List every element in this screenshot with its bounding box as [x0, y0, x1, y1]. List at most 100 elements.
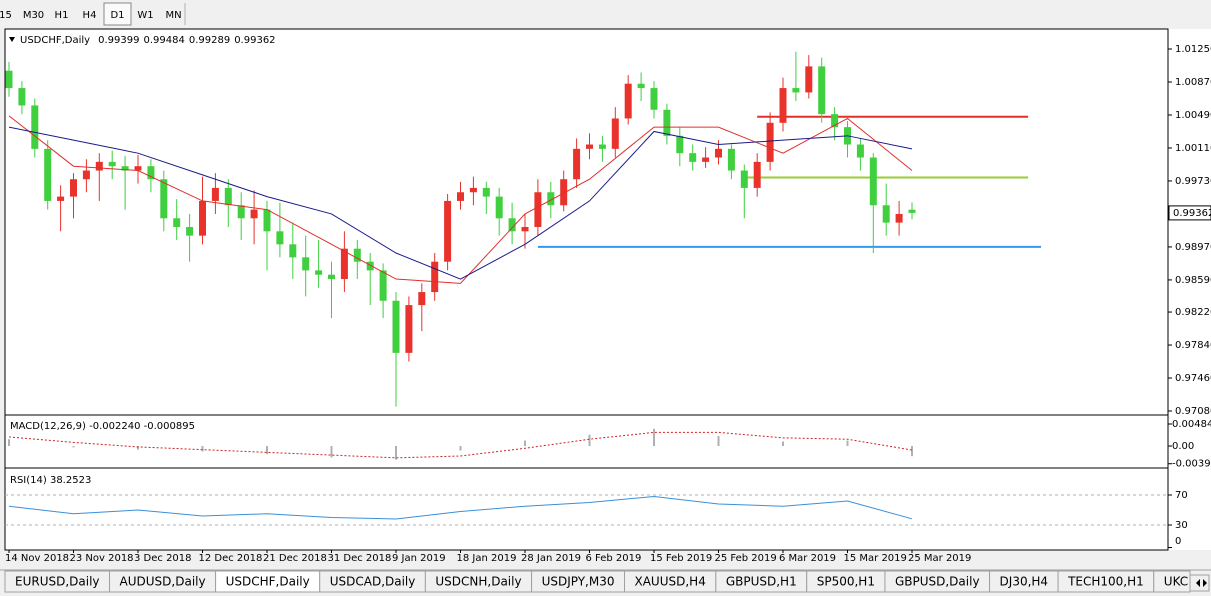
candle-body	[586, 144, 593, 149]
tab[interactable]: EURUSD,Daily	[4, 570, 111, 593]
candle-body	[315, 270, 323, 275]
tab-bg	[48, 3, 75, 25]
timeframe-tab[interactable]: D1	[103, 2, 132, 26]
dropdown-icon[interactable]	[9, 37, 15, 42]
candle-body	[18, 88, 26, 106]
candle-body	[547, 192, 555, 206]
candle-body	[276, 231, 284, 245]
tab-label[interactable]: XAUUSD,H4	[635, 575, 706, 589]
tab[interactable]: GBPUSD,Daily	[884, 570, 991, 593]
timeframe-label[interactable]: D1	[110, 10, 124, 21]
candle-body	[469, 187, 477, 193]
timeframe-tab[interactable]: M30	[20, 3, 47, 25]
ohlc-value: 0.99399	[98, 35, 139, 46]
tab-label[interactable]: SP500,H1	[817, 575, 875, 589]
candle-body	[831, 114, 839, 128]
tab-label[interactable]: GBPUSD,Daily	[895, 575, 980, 589]
candle-body	[186, 226, 194, 236]
timeframe-label[interactable]: W1	[137, 10, 153, 21]
tab[interactable]: USDCHF,Daily	[215, 570, 321, 593]
tab-bg	[103, 2, 132, 26]
candle-body	[676, 135, 684, 154]
candle-body	[44, 148, 52, 201]
tab-label[interactable]: USDCNH,Daily	[435, 575, 521, 589]
timeframe-tab[interactable]: MN	[160, 3, 187, 25]
tab-label[interactable]: DJ30,H4	[1000, 575, 1049, 589]
rsi-line	[8, 495, 913, 520]
timeframe-tab[interactable]: H1	[48, 3, 75, 25]
candle-body	[263, 209, 271, 232]
candle-body	[495, 196, 503, 219]
timeframe-label[interactable]: MN	[165, 10, 181, 21]
moving-average	[8, 126, 913, 280]
tab-label[interactable]: USDJPY,M30	[542, 575, 615, 589]
x-tick-label: 6 Mar 2019	[779, 553, 836, 564]
candle-body	[70, 179, 77, 197]
candle-body	[5, 70, 13, 89]
candle-body	[353, 248, 361, 262]
scroll-arrows[interactable]	[1196, 579, 1207, 587]
current-price: 0.99362	[1173, 208, 1211, 219]
candle-body	[663, 109, 671, 136]
timeframe-label[interactable]: M30	[23, 10, 44, 21]
tab-bg	[132, 3, 159, 25]
timeframe-label[interactable]: H4	[83, 10, 97, 21]
candle-body	[379, 270, 387, 301]
timeframe-label[interactable]: H1	[55, 10, 69, 21]
ohlc-value: 0.99484	[143, 35, 184, 46]
moving-average	[8, 115, 913, 284]
timeframe-tab[interactable]: H4	[76, 3, 103, 25]
tab[interactable]: TECH100,H1	[1057, 570, 1155, 593]
tab[interactable]: USDCNH,Daily	[424, 570, 533, 593]
x-tick-label: 21 Dec 2018	[263, 553, 327, 564]
candle-body	[289, 244, 297, 258]
candle-body	[224, 187, 232, 206]
tab-label[interactable]: USDCHF,Daily	[226, 575, 310, 589]
candle-body	[611, 118, 619, 149]
tab-label[interactable]: USDCAD,Daily	[330, 575, 416, 589]
candle-body	[366, 261, 374, 271]
timeframe-label[interactable]: 15	[0, 10, 12, 21]
tab-label[interactable]: GBPUSD,H1	[726, 575, 797, 589]
tab[interactable]: UKC	[1153, 570, 1191, 593]
timeframe-tab[interactable]: W1	[132, 3, 159, 25]
candle-body	[856, 144, 864, 158]
candle-body	[160, 179, 168, 219]
tab[interactable]: GBPUSD,H1	[715, 570, 808, 593]
tab-bg	[20, 3, 47, 25]
candles	[5, 51, 916, 407]
candle-body	[573, 148, 581, 180]
tab-bg	[160, 3, 187, 25]
x-tick-label: 12 Dec 2018	[199, 553, 263, 564]
candle-body	[457, 192, 464, 201]
candle-body	[715, 148, 722, 158]
tab[interactable]: DJ30,H4	[989, 570, 1059, 593]
tab[interactable]: USDCAD,Daily	[319, 570, 426, 593]
candle-body	[57, 196, 65, 201]
candle-body	[134, 166, 142, 171]
tab-label[interactable]: TECH100,H1	[1067, 575, 1144, 589]
tab[interactable]: AUDUSD,Daily	[109, 570, 217, 593]
timeframe-tab[interactable]: 15	[0, 3, 19, 25]
price-axis-bg	[1168, 29, 1211, 550]
tab-label[interactable]: AUDUSD,Daily	[120, 575, 206, 589]
x-tick-label: 9 Jan 2019	[392, 553, 446, 564]
current-price-box	[1168, 205, 1211, 221]
tab[interactable]: XAUUSD,H4	[624, 570, 717, 593]
x-tick-label: 28 Jan 2019	[521, 553, 581, 564]
macd-label: MACD(12,26,9) -0.002240 -0.000895	[10, 421, 195, 432]
tab-label[interactable]: UKC	[1164, 575, 1188, 589]
candle-body	[431, 261, 439, 293]
candle-body	[340, 248, 348, 280]
tab[interactable]: SP500,H1	[806, 570, 886, 593]
y-tick-label: 0.004847	[1172, 419, 1211, 430]
tab-label[interactable]: EURUSD,Daily	[15, 575, 100, 589]
candle-body	[869, 157, 877, 206]
candle-body	[766, 122, 774, 162]
tab[interactable]: USDJPY,M30	[531, 570, 625, 593]
x-tick-label: 14 Nov 2018	[5, 553, 69, 564]
